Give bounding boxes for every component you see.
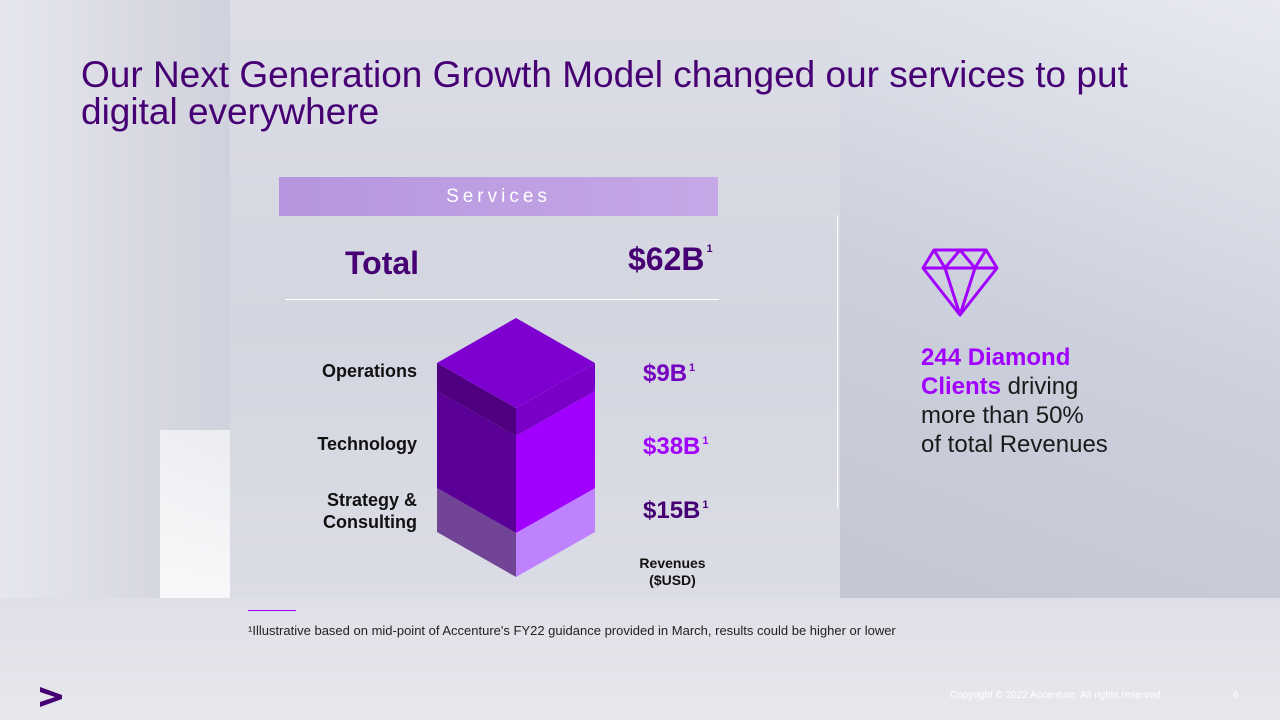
footnote-mark: 1	[689, 362, 696, 374]
segment-amount: $15B	[643, 497, 701, 524]
total-amount: $62B	[628, 241, 705, 277]
revenues-caption: Revenues ($USD)	[630, 555, 715, 589]
cube-operations-right-face	[516, 363, 595, 436]
cube-operations-left-face	[437, 363, 516, 436]
total-value: $62B 1	[628, 241, 713, 278]
accenture-logo-icon	[40, 687, 62, 707]
diamond-clients-text: 244 Diamond Clients driving more than 50…	[921, 343, 1108, 459]
copyright-text: Copyright © 2022 Accenture. All rights r…	[950, 690, 1164, 701]
slide-title: Our Next Generation Growth Model changed…	[81, 54, 1128, 132]
segment-value-technology: $38B 1	[643, 433, 709, 461]
footnote-rule	[248, 610, 296, 611]
diamond-icon	[921, 248, 999, 317]
segment-value-operations: $9B 1	[643, 360, 695, 388]
segment-label-strategy-consulting: Strategy & Consulting	[323, 489, 417, 533]
diamond-text-line: more than 50%	[921, 402, 1084, 429]
revenues-caption-line: Revenues	[639, 555, 706, 571]
segment-label-line: Consulting	[323, 512, 417, 532]
cube-technology-right-face	[516, 391, 595, 533]
footnote: ¹Illustrative based on mid-point of Acce…	[248, 623, 896, 638]
diamond-text-line: driving	[1001, 373, 1079, 400]
segment-amount: $9B	[643, 360, 688, 387]
segment-label-operations: Operations	[321, 361, 417, 381]
diamond-highlight: Clients	[921, 373, 1002, 400]
diamond-highlight: 244 Diamond	[921, 344, 1071, 371]
vertical-divider	[837, 215, 838, 508]
total-divider	[285, 299, 719, 300]
segment-label-technology: Technology	[317, 434, 417, 454]
background-window-light	[160, 430, 230, 630]
cube-strategy-left-face	[437, 488, 516, 577]
segment-amount: $38B	[643, 433, 701, 460]
total-label: Total	[345, 245, 420, 281]
footnote-mark: 1	[702, 499, 709, 511]
background-floor	[0, 598, 1280, 720]
segment-label-line: Strategy &	[326, 490, 417, 510]
segment-value-strategy-consulting: $15B 1	[643, 497, 709, 525]
footnote-mark: 1	[706, 243, 713, 255]
page-number: 6	[1233, 690, 1239, 701]
revenues-caption-line: ($USD)	[649, 572, 696, 588]
diamond-text-line: of total Revenues	[921, 431, 1108, 458]
services-header: Services	[279, 177, 718, 216]
footnote-mark: 1	[702, 435, 709, 447]
cube-strategy-right-face	[516, 488, 595, 577]
background-wall-right	[840, 0, 1280, 600]
cube-top-face	[437, 318, 595, 408]
cube-technology-left-face	[437, 391, 516, 533]
